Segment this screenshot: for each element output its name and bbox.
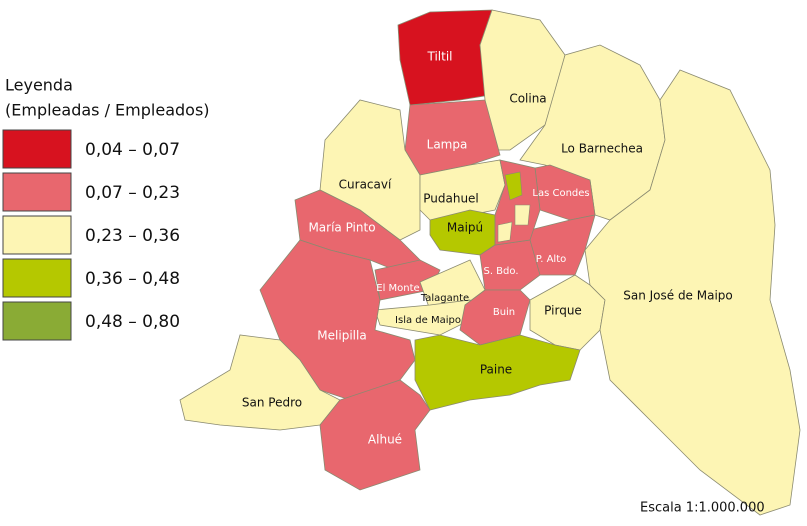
region-label: Curacaví <box>339 178 392 192</box>
legend: 0,04 – 0,07 0,07 – 0,23 0,23 – 0,36 0,36 – … <box>2 129 180 341</box>
region-label: San Pedro <box>242 396 302 410</box>
region <box>419 159 506 221</box>
legend-swatch <box>2 258 72 298</box>
legend-label: 0,36 – 0,48 <box>85 269 180 289</box>
legend-subtitle: (Empleadas / Empleados) <box>5 101 210 120</box>
region <box>479 9 566 151</box>
legend-swatch <box>2 172 72 212</box>
region-label: María Pinto <box>308 221 375 235</box>
region-label: Buin <box>493 307 515 318</box>
legend-swatch <box>2 301 72 341</box>
legend-swatch <box>2 129 72 169</box>
region-label: San José de Maipo <box>623 289 733 303</box>
region-label: Pudahuel <box>423 192 479 206</box>
region <box>179 334 341 431</box>
region-label: Alhué <box>368 433 402 447</box>
region-label: Isla de Maipo <box>395 315 461 326</box>
legend-swatch <box>2 215 72 255</box>
regions <box>179 9 801 516</box>
region-label: Las Condes <box>532 188 589 199</box>
legend-label: 0,23 – 0,36 <box>85 226 180 246</box>
region <box>459 289 531 346</box>
central-commune <box>497 221 513 243</box>
legend-label: 0,48 – 0,80 <box>85 312 180 332</box>
scale: Escala 1:1.000.000 <box>640 501 765 516</box>
region-labels: Tiltil Colina Lampa Lo Barnechea Curacaví Pud… <box>242 50 733 447</box>
region <box>319 379 431 491</box>
legend-title: Leyenda <box>5 76 73 95</box>
region-label: Paine <box>480 363 512 377</box>
region-label: Melipilla <box>317 329 366 343</box>
region-label: Colina <box>509 92 546 106</box>
region-label: Maipú <box>447 221 483 235</box>
region <box>584 69 801 516</box>
region-label: Pirque <box>544 304 582 318</box>
region-label: El Monte <box>376 283 419 294</box>
region-label: Lo Barnechea <box>561 142 643 156</box>
region-label: S. Bdo. <box>483 266 518 277</box>
region <box>529 214 596 276</box>
legend-label: 0,07 – 0,23 <box>85 183 180 203</box>
region-label: Tiltil <box>426 50 452 64</box>
legend-label: 0,04 – 0,07 <box>85 140 180 160</box>
central-commune <box>514 204 531 226</box>
central-commune <box>504 171 523 201</box>
region-label: P. Alto <box>536 254 567 265</box>
region-label: Lampa <box>427 138 468 152</box>
region-label: Talagante <box>420 293 469 304</box>
